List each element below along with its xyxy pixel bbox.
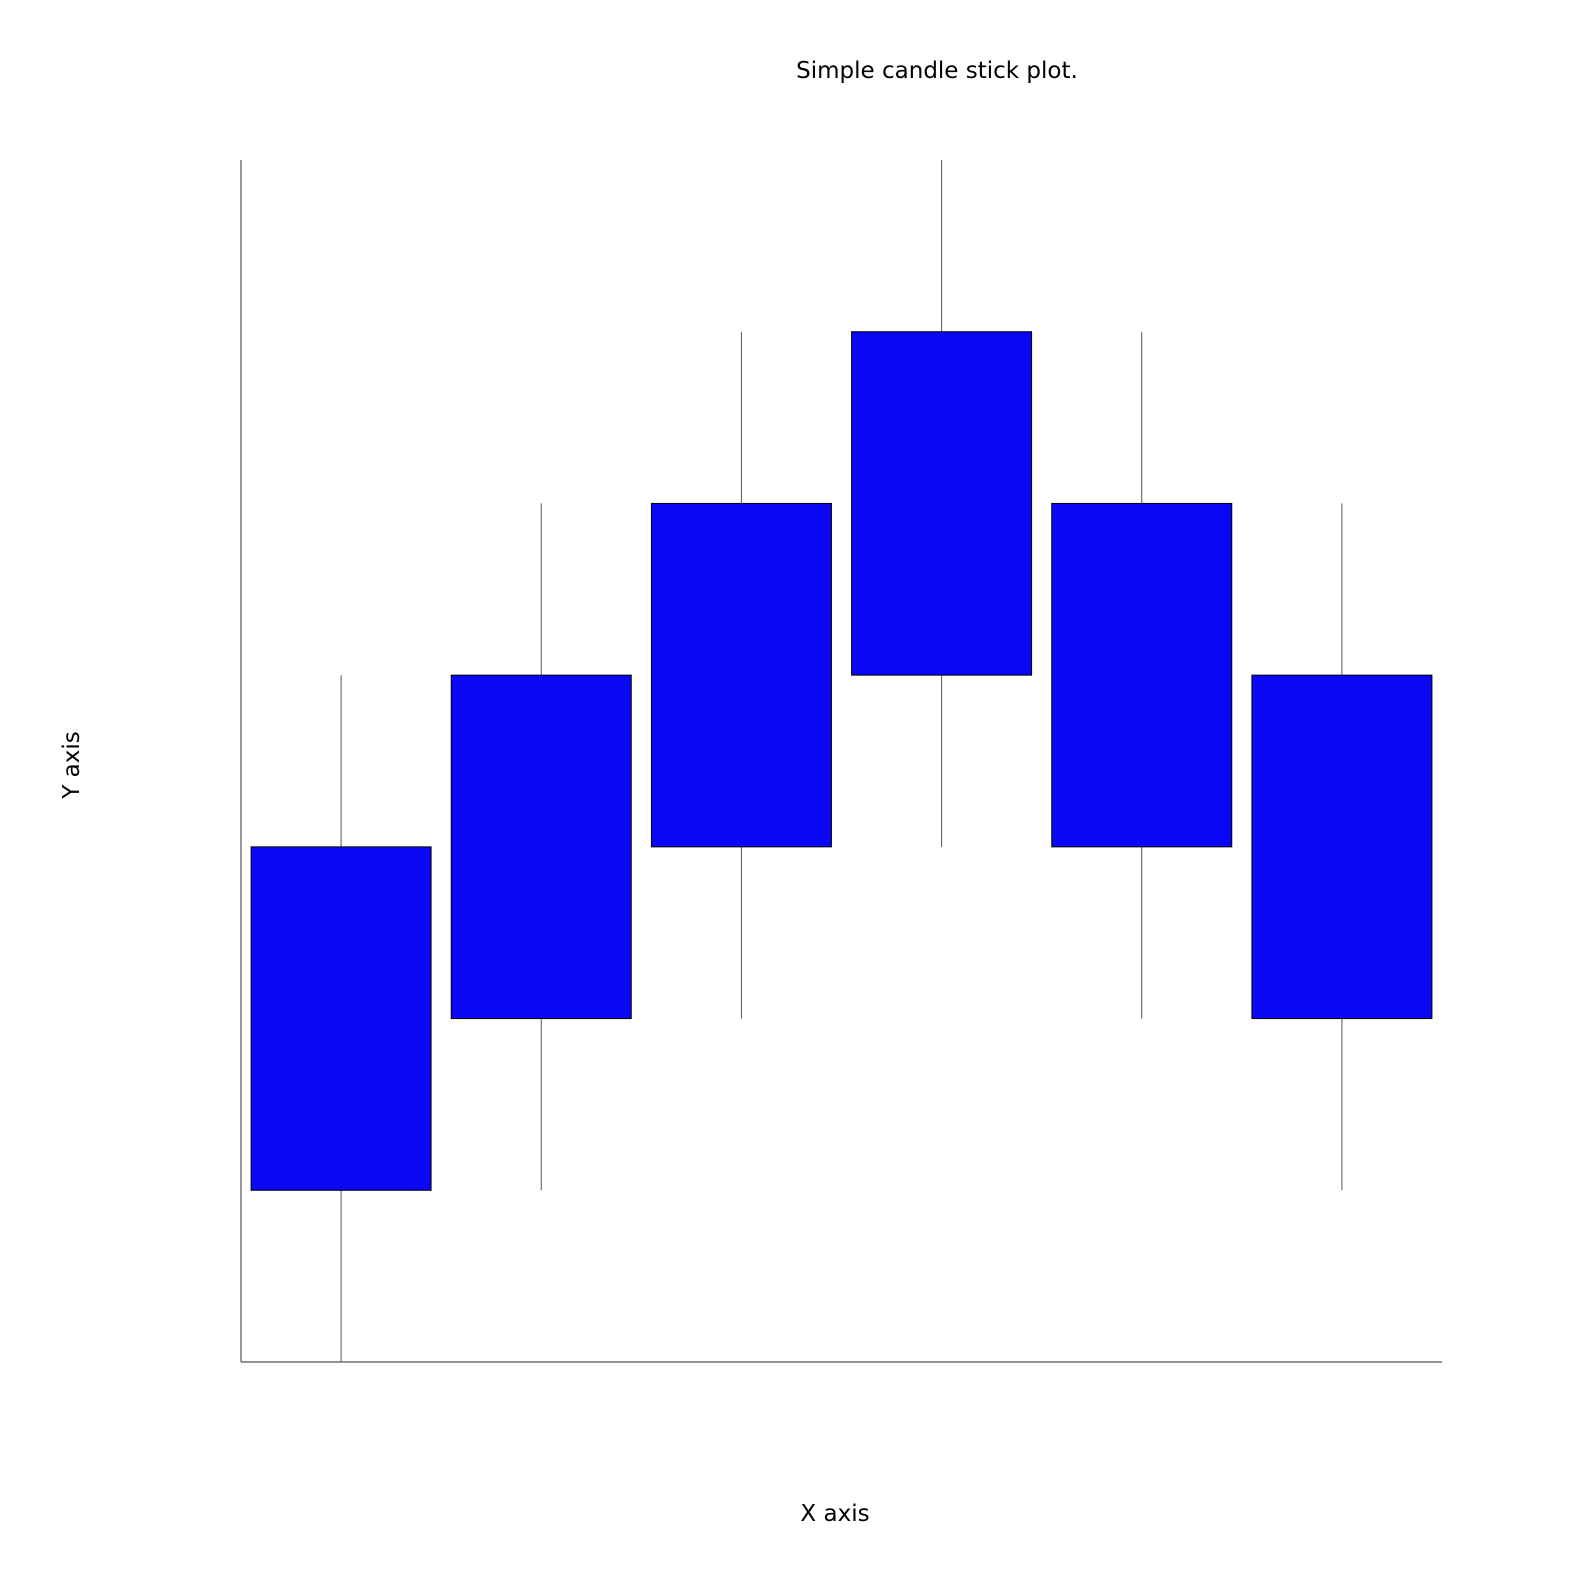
y-axis-label: Y axis bbox=[59, 731, 85, 799]
candles-layer bbox=[250, 160, 1433, 1362]
chart-title: Simple candle stick plot. bbox=[796, 58, 1078, 84]
candle-body-4 bbox=[851, 331, 1033, 676]
x-axis-label: X axis bbox=[800, 1501, 869, 1527]
candle-body-5 bbox=[1051, 502, 1233, 848]
candle-body-2 bbox=[450, 674, 632, 1020]
candle-body-6 bbox=[1251, 674, 1433, 1020]
candle-body-1 bbox=[250, 846, 432, 1191]
candle-body-3 bbox=[650, 502, 832, 848]
